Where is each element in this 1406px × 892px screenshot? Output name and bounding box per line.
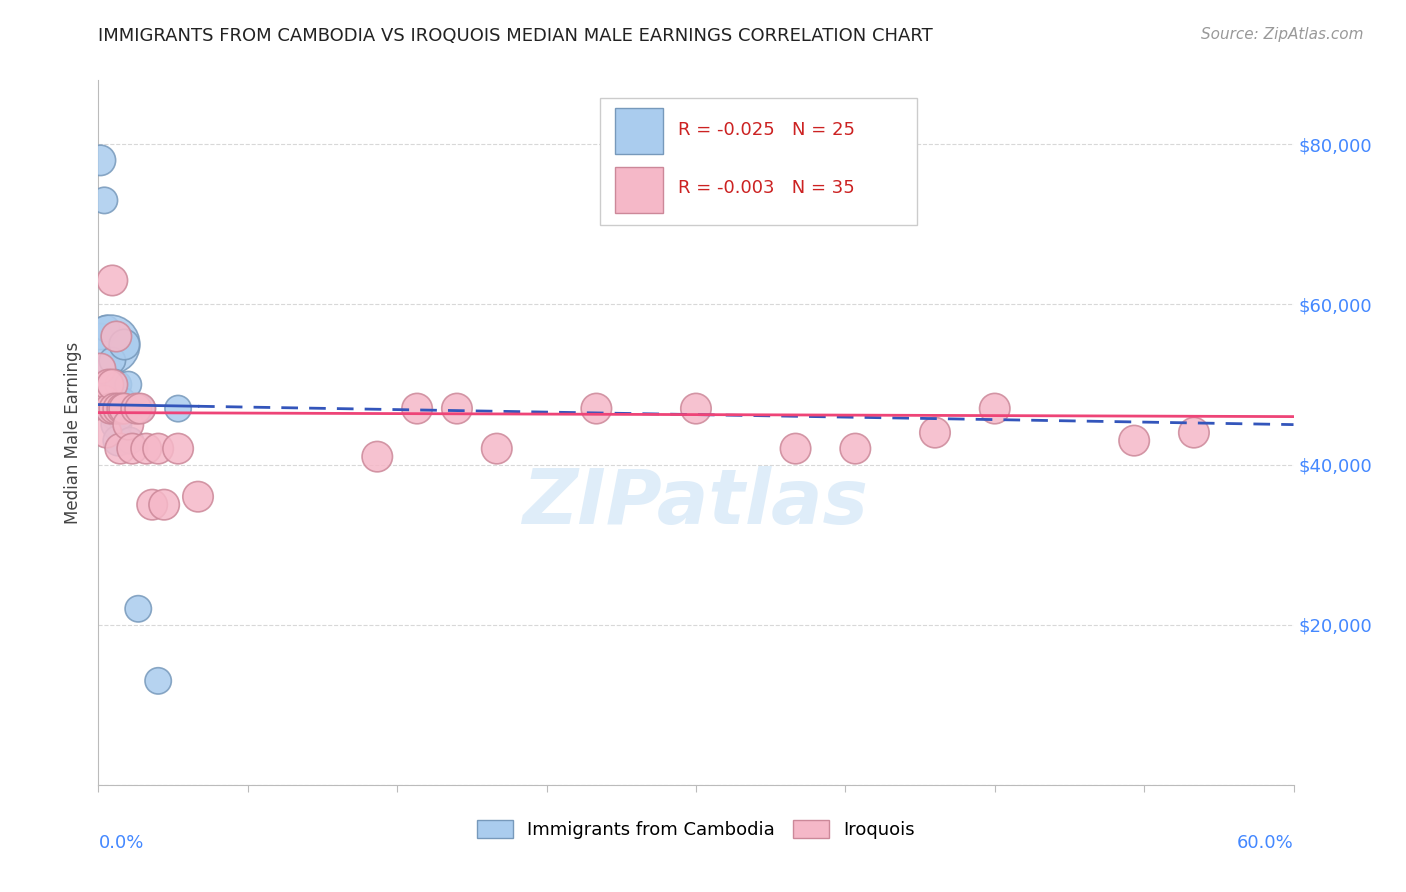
Text: 0.0%: 0.0% [98, 834, 143, 852]
Text: 60.0%: 60.0% [1237, 834, 1294, 852]
Point [101, 353, 124, 368]
Point [485, 442, 508, 456]
Point [89, 329, 111, 343]
Point [585, 401, 607, 416]
Point [101, 401, 124, 416]
Legend: Immigrants from Cambodia, Iroquois: Immigrants from Cambodia, Iroquois [470, 813, 922, 847]
Point [406, 401, 429, 416]
Point [103, 401, 125, 416]
Bar [614, 167, 662, 213]
Text: ZIPatlas: ZIPatlas [523, 467, 869, 540]
Point [153, 498, 176, 512]
Bar [614, 109, 662, 154]
Text: R = -0.003   N = 35: R = -0.003 N = 35 [678, 179, 855, 197]
Point [366, 450, 388, 464]
Point [148, 673, 170, 688]
Point [105, 417, 128, 432]
FancyBboxPatch shape [600, 98, 917, 225]
Point [89, 361, 111, 376]
Point [101, 273, 124, 287]
Point [101, 393, 124, 408]
Point [685, 401, 707, 416]
Point [112, 337, 135, 351]
Point [98, 401, 122, 416]
Point [98, 377, 122, 392]
Point [96, 321, 118, 335]
Point [167, 401, 190, 416]
Point [107, 434, 129, 448]
Point [167, 442, 190, 456]
Point [135, 442, 157, 456]
Point [97, 377, 120, 392]
Text: R = -0.025   N = 25: R = -0.025 N = 25 [678, 120, 855, 138]
Point [844, 442, 866, 456]
Point [107, 377, 129, 392]
Point [446, 401, 468, 416]
Point [105, 329, 128, 343]
Point [129, 401, 152, 416]
Point [96, 425, 118, 440]
Point [89, 153, 111, 168]
Point [112, 401, 135, 416]
Point [111, 393, 134, 408]
Point [924, 425, 946, 440]
Text: IMMIGRANTS FROM CAMBODIA VS IROQUOIS MEDIAN MALE EARNINGS CORRELATION CHART: IMMIGRANTS FROM CAMBODIA VS IROQUOIS MED… [98, 27, 934, 45]
Point [117, 377, 139, 392]
Point [97, 401, 120, 416]
Point [107, 401, 129, 416]
Point [98, 337, 122, 351]
Y-axis label: Median Male Earnings: Median Male Earnings [65, 342, 83, 524]
Point [785, 442, 807, 456]
Point [1182, 425, 1205, 440]
Point [141, 498, 163, 512]
Point [984, 401, 1007, 416]
Point [110, 409, 132, 424]
Point [117, 417, 139, 432]
Point [125, 401, 148, 416]
Point [111, 401, 134, 416]
Point [127, 602, 149, 616]
Point [97, 361, 120, 376]
Point [103, 409, 125, 424]
Point [110, 442, 132, 456]
Point [131, 401, 153, 416]
Point [1123, 434, 1146, 448]
Point [103, 377, 125, 392]
Text: Source: ZipAtlas.com: Source: ZipAtlas.com [1201, 27, 1364, 42]
Point [93, 393, 115, 408]
Point [148, 442, 170, 456]
Point [101, 377, 124, 392]
Point [120, 434, 142, 448]
Point [121, 442, 143, 456]
Point [187, 490, 209, 504]
Point [93, 194, 115, 208]
